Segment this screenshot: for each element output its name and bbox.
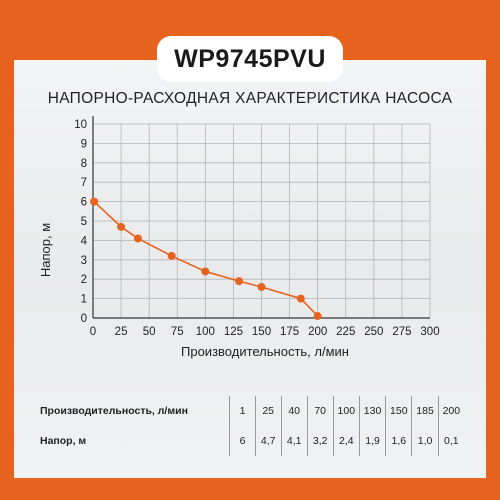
y-tick-label: 6: [81, 197, 87, 209]
y-tick-label: 3: [81, 255, 87, 267]
x-tick-label: 125: [224, 326, 243, 338]
chart-series: [90, 197, 322, 321]
x-tick-label: 225: [336, 326, 355, 338]
y-tick-label: 4: [81, 235, 88, 247]
table-row-label: Производительность, л/мин: [40, 405, 188, 417]
data-point: [167, 251, 176, 260]
x-tick-label: 275: [392, 326, 411, 338]
table-cell: 0,1: [437, 426, 464, 456]
data-table: Производительность, л/мин 1 25 40 70 100…: [40, 396, 464, 456]
table-cell: 150: [385, 396, 412, 426]
y-tick-label: 1: [81, 294, 87, 306]
table-row-flow: Производительность, л/мин 1 25 40 70 100…: [40, 396, 464, 426]
x-tick-label: 75: [171, 326, 184, 338]
data-point: [90, 197, 99, 206]
data-point: [235, 277, 244, 286]
y-tick-label: 10: [74, 119, 87, 131]
y-tick-label: 2: [81, 274, 87, 286]
table-cell: 1: [229, 396, 256, 426]
x-tick-label: 100: [196, 326, 215, 338]
table-cell: 1,0: [411, 426, 439, 456]
frame-right: [486, 0, 500, 500]
table-cell: 1,9: [358, 426, 386, 456]
table-cell: 1,6: [385, 426, 412, 456]
y-axis-label: Напор, м: [38, 223, 53, 277]
table-cell: 25: [254, 396, 282, 426]
table-cell: 2,4: [332, 426, 360, 456]
x-tick-label: 175: [280, 326, 299, 338]
table-cell: 185: [411, 396, 439, 426]
frame-left: [0, 0, 14, 500]
y-tick-label: 0: [81, 313, 87, 325]
y-tick-label: 9: [81, 138, 87, 150]
y-tick-label: 8: [81, 158, 87, 170]
table-cell: 40: [280, 396, 308, 426]
data-point: [257, 282, 266, 291]
table-cell: 6: [229, 426, 256, 456]
table-cell: 70: [306, 396, 334, 426]
chart-tick-labels: 0 25 50 75 100 125 150 175 200 225 250 275 300 0 1 2 3 4 5…: [74, 119, 439, 338]
y-tick-label: 7: [81, 177, 87, 189]
table-row-head: Напор, м 6 4,7 4,1 3,2 2,4 1,9 1,6 1,0 0…: [40, 426, 464, 456]
table-cell: 4,7: [254, 426, 282, 456]
table-cell: 100: [332, 396, 360, 426]
data-point: [201, 267, 210, 276]
x-axis-label: Производительность, л/мин: [181, 344, 349, 359]
data-point: [296, 294, 305, 303]
frame-bottom: [0, 478, 500, 500]
x-tick-label: 0: [90, 326, 96, 338]
data-point: [313, 312, 322, 321]
x-tick-label: 200: [308, 326, 327, 338]
table-row-label: Напор, м: [40, 435, 87, 447]
table-cell: 3,2: [306, 426, 334, 456]
table-cell: 4,1: [280, 426, 308, 456]
y-tick-label: 5: [81, 216, 87, 228]
data-point: [133, 234, 142, 243]
chart-title: НАПОРНО-РАСХОДНАЯ ХАРАКТЕРИСТИКА НАСОСА: [47, 90, 453, 107]
table-cell: 130: [358, 396, 386, 426]
x-tick-label: 150: [252, 326, 271, 338]
x-tick-label: 300: [420, 326, 439, 338]
chart-axes: [92, 116, 430, 319]
table-cell: 200: [437, 396, 464, 426]
model-title: WP9745PVU: [157, 36, 343, 82]
x-tick-label: 50: [143, 326, 156, 338]
x-tick-label: 250: [364, 326, 383, 338]
x-tick-label: 25: [115, 326, 128, 338]
data-point: [117, 222, 126, 231]
